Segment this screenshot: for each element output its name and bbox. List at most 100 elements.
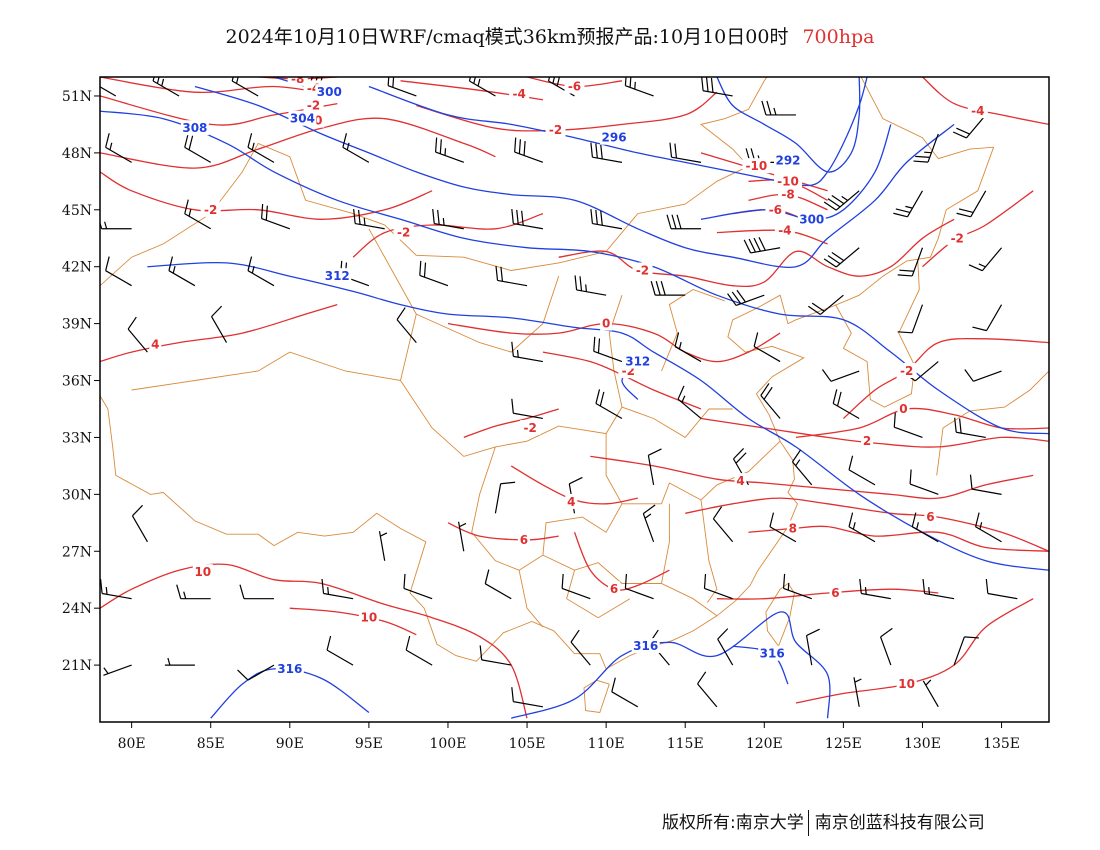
border-line xyxy=(518,570,544,628)
wind-barb xyxy=(848,512,876,543)
border-line xyxy=(608,295,623,408)
wind-barbs xyxy=(100,77,1018,708)
wind-barb xyxy=(511,209,543,230)
temperature-contour-label: -8 xyxy=(781,188,794,202)
height-contour-label: 316 xyxy=(633,639,658,653)
height-contour-line xyxy=(210,668,370,719)
temperature-contour-label-bg xyxy=(608,581,621,597)
temperature-contour-label: 2 xyxy=(863,434,871,448)
wind-barb xyxy=(574,275,607,296)
wind-barb xyxy=(100,578,132,600)
temperature-contour-line xyxy=(463,408,559,439)
wind-barb xyxy=(479,645,512,666)
wind-barb xyxy=(956,190,987,218)
wind-barb xyxy=(405,635,433,666)
wind-barb xyxy=(974,512,1002,543)
height-contour-label-bg xyxy=(600,129,629,145)
border-line xyxy=(700,499,718,603)
temperature-contour-label-bg xyxy=(774,173,803,189)
temperature-contour-label: -8 xyxy=(291,72,304,86)
temperature-contour-label: -10 xyxy=(777,174,799,188)
height-contour-line xyxy=(147,261,1049,571)
wind-barb xyxy=(880,627,893,666)
wind-barb xyxy=(701,77,733,97)
y-axis-ticks: 21N 24N 27N 30N 33N 36N 39N 42N 45N 48N 51N xyxy=(62,89,100,674)
height-contour-label-bg xyxy=(758,645,787,661)
temperature-contour-label-bg xyxy=(520,419,541,435)
x-tick-label: 85E xyxy=(197,736,225,752)
title-level: 700hpa xyxy=(802,26,875,48)
wind-barb xyxy=(100,220,132,230)
y-tick-label: 42N xyxy=(62,260,92,276)
x-tick-label: 135E xyxy=(983,736,1020,752)
map-title: 2024年10月10日WRF/cmaq模式36km预报产品:10月10日00时 7… xyxy=(0,22,1100,49)
temperature-contour-label: -2 xyxy=(549,123,562,137)
wind-barb xyxy=(893,190,923,218)
temperature-contour-label: -2 xyxy=(204,203,217,217)
wind-barb xyxy=(922,578,955,600)
wind-barb xyxy=(697,671,718,708)
y-tick-label: 30N xyxy=(62,487,92,503)
wind-barb xyxy=(823,247,860,268)
wind-barb xyxy=(127,316,148,353)
temperature-contour-label-bg xyxy=(545,122,566,138)
temperature-contour-label-bg xyxy=(896,363,917,379)
temperature-contour-label: -6 xyxy=(568,79,581,93)
wind-barb xyxy=(176,584,211,600)
temperature-contour-label: -2 xyxy=(636,264,649,278)
temperature-contour-label-bg xyxy=(947,230,968,246)
x-tick-label: 110E xyxy=(588,736,625,752)
wind-barb xyxy=(769,512,797,543)
wind-barb xyxy=(897,247,924,277)
temperature-contour-label: -2 xyxy=(951,231,964,245)
wind-barb xyxy=(326,635,354,666)
temperature-contour-label-bg xyxy=(600,315,613,331)
wind-barb xyxy=(237,664,275,681)
border-line xyxy=(131,228,417,391)
wind-barb xyxy=(511,398,543,420)
wind-barb xyxy=(669,142,702,163)
wind-barb xyxy=(624,77,654,97)
wind-barb xyxy=(387,77,417,97)
temperature-contour-label: 0 xyxy=(602,317,610,331)
wind-barb xyxy=(105,133,132,163)
temperature-contour-line xyxy=(447,322,781,363)
temperature-contour-label: -2 xyxy=(524,421,537,435)
x-tick-label: 80E xyxy=(118,736,146,752)
height-contour-label-bg xyxy=(797,211,826,227)
y-tick-label: 48N xyxy=(62,146,92,162)
temperature-contour-line xyxy=(685,497,1049,552)
border-line xyxy=(566,570,631,619)
temperature-contour-label: -4 xyxy=(778,224,791,238)
y-tick-label: 51N xyxy=(62,89,92,105)
temperature-contour-line xyxy=(842,337,1049,419)
wind-barb xyxy=(666,214,702,230)
wind-barb xyxy=(468,77,496,97)
temperature-contour-line xyxy=(416,91,718,132)
temperature-contour-line xyxy=(716,588,939,600)
border-line xyxy=(661,289,725,372)
temperature-contour-label-bg xyxy=(924,509,937,525)
temperature-contour-line xyxy=(100,117,496,169)
temperature-contour-label: 4 xyxy=(151,337,159,351)
y-tick-label: 24N xyxy=(62,601,92,617)
wind-barb xyxy=(952,114,987,139)
temperature-contour-label-bg xyxy=(517,531,530,547)
border-line xyxy=(471,446,718,617)
temperature-contour-label-bg xyxy=(778,186,799,202)
temperature-contour-label-bg xyxy=(200,201,221,217)
height-contour-label-bg xyxy=(623,353,652,369)
temperature-contour-line xyxy=(716,229,828,245)
wind-barb xyxy=(103,664,132,676)
wind-barb xyxy=(184,133,212,163)
height-contour-label-bg xyxy=(288,110,317,126)
border-line xyxy=(416,276,560,353)
wind-barb xyxy=(105,256,132,287)
wind-barb xyxy=(743,236,781,254)
height-contour-line xyxy=(368,77,868,187)
temperature-contour-label: 6 xyxy=(926,510,934,524)
wind-barb xyxy=(760,383,781,419)
border-line xyxy=(661,503,670,584)
wind-barb xyxy=(164,657,195,666)
